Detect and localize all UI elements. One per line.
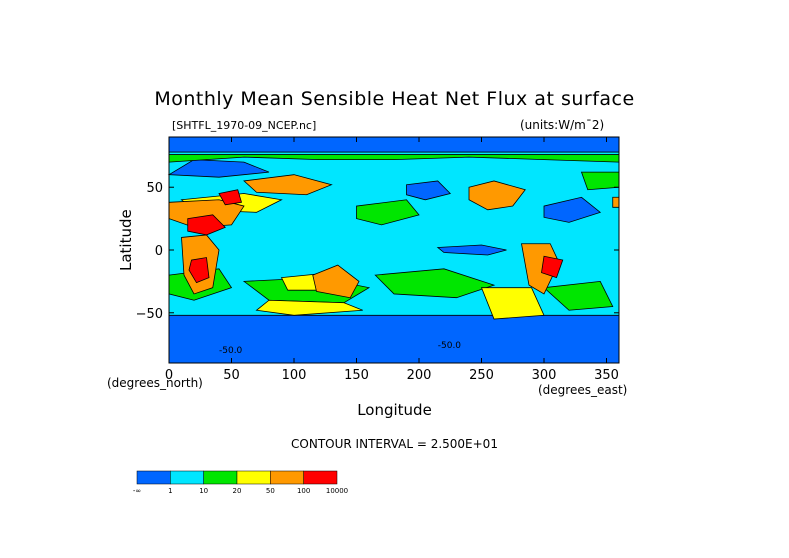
caspian-peak <box>218 189 243 206</box>
x-tick-label: 350 <box>594 368 619 383</box>
colorbar-swatch <box>136 470 171 485</box>
x-tick-label: 0 <box>165 368 173 383</box>
australia <box>312 264 360 299</box>
north-pacific-low-flux <box>406 180 452 201</box>
y-axis-label: Latitude <box>117 209 135 271</box>
south-atlantic-moderate <box>543 280 614 311</box>
colorbar-swatch <box>236 470 271 485</box>
colorbar-swatch <box>170 470 204 485</box>
colorbar-swatch <box>203 470 238 485</box>
south-pacific-moderate <box>374 268 496 299</box>
kalahari-peak <box>188 257 210 284</box>
siberia-low-flux <box>167 159 270 178</box>
southern-indian-high <box>255 299 363 316</box>
north-pacific-moderate <box>356 199 420 226</box>
east-pacific-low-flux <box>436 244 507 256</box>
x-tick-label: 100 <box>282 368 307 383</box>
central-asia <box>243 174 333 196</box>
x-tick-label: 50 <box>223 368 240 383</box>
colorbar-tick-label: 50 <box>265 487 275 495</box>
colorbar-tick-label: 1 <box>168 487 173 495</box>
contour-label: -50.0 <box>219 346 243 356</box>
colorbar-swatch <box>270 470 304 485</box>
x-tick-label: 150 <box>344 368 369 383</box>
brazil-peak <box>541 255 564 279</box>
plot-axes: 0 50 100 150 200 250 300 350 50 0 −50 -50.0 -50.0 <box>136 136 620 383</box>
south-america <box>521 243 560 295</box>
x-tick-label: 250 <box>469 368 494 383</box>
colorbar-swatch <box>303 470 338 485</box>
x-axis-units: (degrees_east) <box>538 383 628 397</box>
colorbar-tick-label: 10000 <box>325 487 349 495</box>
contour-interval-label: CONTOUR INTERVAL = 2.500E+01 <box>291 437 498 451</box>
colorbar-tick-label: 100 <box>296 487 311 495</box>
y-tick-label: 50 <box>146 181 163 196</box>
x-axis-label: Longitude <box>357 401 432 419</box>
arctic-low-flux <box>168 136 620 153</box>
arctic-margin-moderate <box>168 154 620 163</box>
x-tick-label: 200 <box>407 368 432 383</box>
flux-map <box>167 136 620 364</box>
north-atlantic-low-flux <box>543 196 602 223</box>
colorbar-tick-label: -∞ <box>132 487 142 495</box>
north-america <box>468 180 526 211</box>
sahara-peak <box>187 214 226 236</box>
y-tick-label: 0 <box>155 244 163 259</box>
x-tick-label: 300 <box>532 368 557 383</box>
north-atlantic-moderate <box>580 171 620 191</box>
colorbar-tick-label: 10 <box>199 487 209 495</box>
iberia <box>612 196 620 208</box>
source-file-label: [SHTFL_1970-09_NCEP.nc] <box>172 119 317 132</box>
contour-label: -50.0 <box>438 341 462 351</box>
units-label: (units:W/m¯2) <box>520 118 605 132</box>
y-tick-label: −50 <box>136 307 163 322</box>
colorbar-tick-label: 20 <box>232 487 242 495</box>
y-axis-units: (degrees_north) <box>107 376 203 390</box>
chart-title: Monthly Mean Sensible Heat Net Flux at s… <box>154 88 635 110</box>
southeast-pacific-high <box>480 287 545 320</box>
colorbar <box>136 470 338 485</box>
